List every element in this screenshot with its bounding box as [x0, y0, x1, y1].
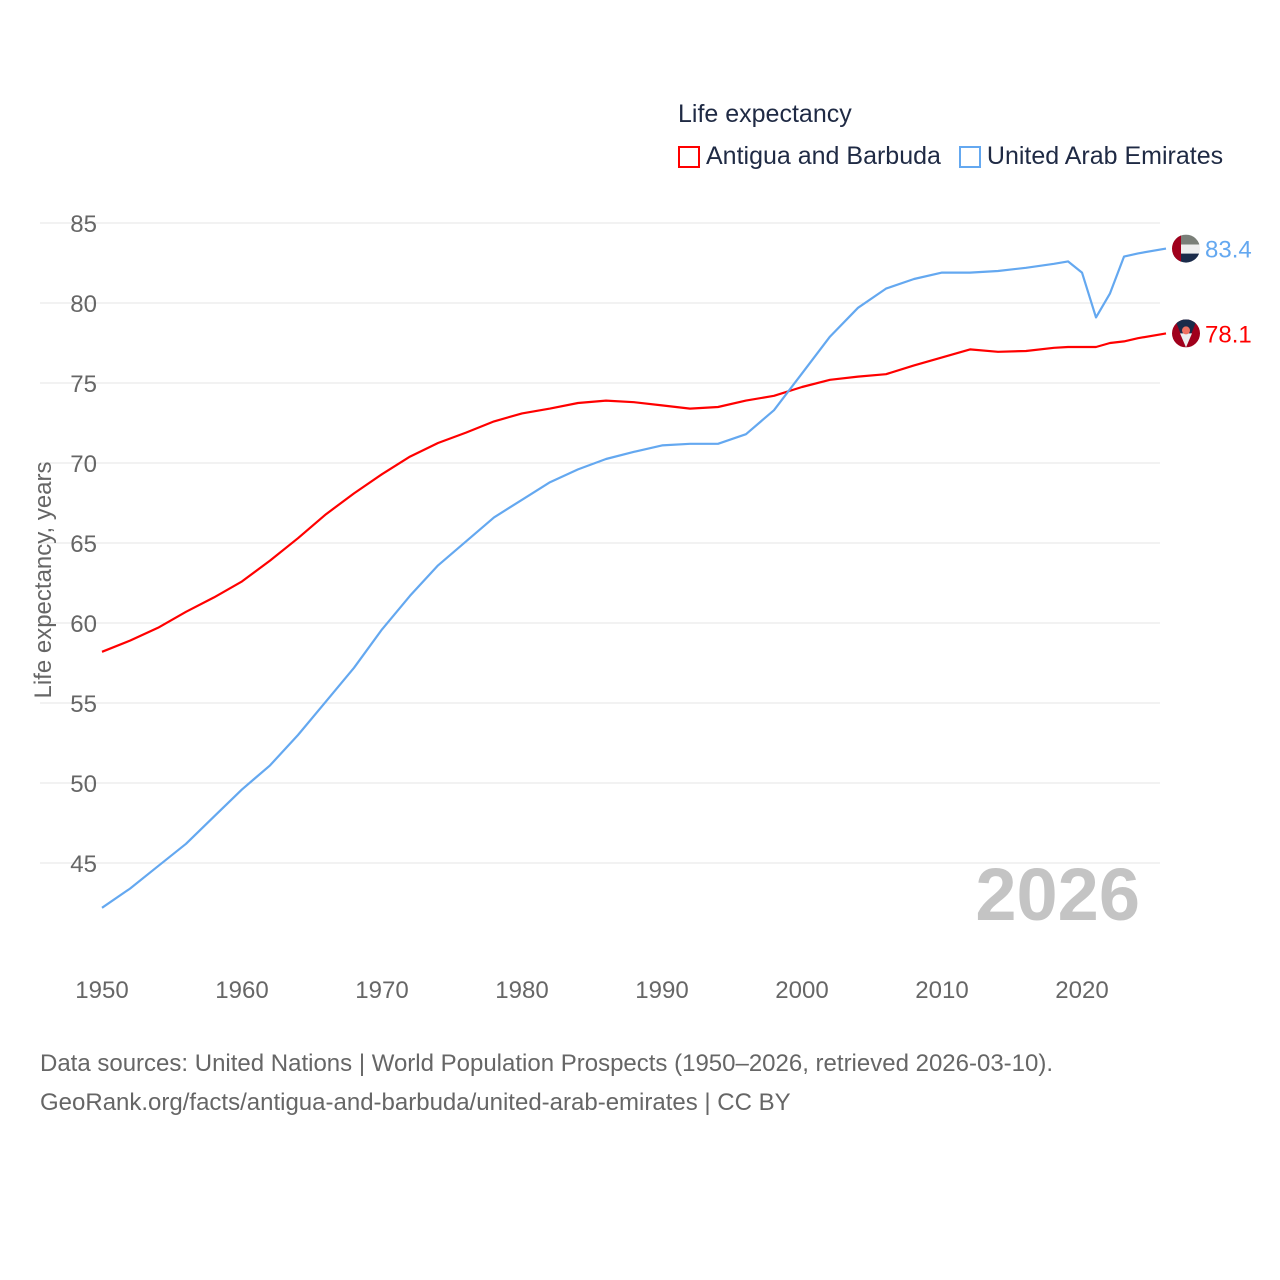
- y-tick-label: 75: [70, 371, 97, 398]
- legend-item-uae[interactable]: United Arab Emirates: [958, 142, 1224, 171]
- antigua-flag-icon: [1172, 319, 1200, 348]
- uae-flag-icon: [1172, 234, 1200, 263]
- x-tick-label: 2000: [775, 977, 828, 1004]
- data-sources: Data sources: United Nations | World Pop…: [40, 1050, 1054, 1077]
- legend-label: Antigua and Barbuda: [706, 142, 941, 170]
- x-tick-label: 1980: [495, 977, 548, 1004]
- source-link[interactable]: GeoRank.org/facts/antigua-and-barbuda/un…: [40, 1089, 791, 1116]
- legend-title: Life expectancy: [678, 100, 852, 128]
- y-tick-label: 85: [70, 211, 97, 238]
- y-tick-label: 70: [70, 451, 97, 478]
- end-value-label: 83.4: [1205, 237, 1252, 264]
- series-line-uae: [101, 247, 1167, 909]
- y-tick-label: 50: [70, 771, 97, 798]
- x-tick-label: 2010: [915, 977, 968, 1004]
- x-tick-label: 1970: [355, 977, 408, 1004]
- legend-item-antigua[interactable]: Antigua and Barbuda: [678, 142, 941, 171]
- y-tick-label: 60: [70, 611, 97, 638]
- legend: Antigua and Barbuda United Arab Emirates: [678, 142, 1223, 171]
- y-tick-label: 55: [70, 691, 97, 718]
- series-line-antigua: [101, 332, 1167, 653]
- y-tick-label: 65: [70, 531, 97, 558]
- legend-swatch-uae: [958, 145, 981, 168]
- x-tick-label: 2020: [1055, 977, 1108, 1004]
- y-tick-label: 80: [70, 291, 97, 318]
- end-value-label: 78.1: [1205, 321, 1252, 348]
- x-tick-label: 1990: [635, 977, 688, 1004]
- legend-swatch-antigua: [678, 145, 700, 168]
- y-tick-label: 45: [70, 851, 97, 878]
- legend-label: United Arab Emirates: [986, 142, 1224, 170]
- x-tick-label: 1960: [215, 977, 268, 1004]
- x-tick-label: 1950: [75, 977, 128, 1004]
- footer: Data sources: United Nations | World Pop…: [40, 1044, 1053, 1122]
- y-axis-label: Life expectancy, years: [30, 461, 57, 698]
- year-label: 2026: [975, 853, 1140, 936]
